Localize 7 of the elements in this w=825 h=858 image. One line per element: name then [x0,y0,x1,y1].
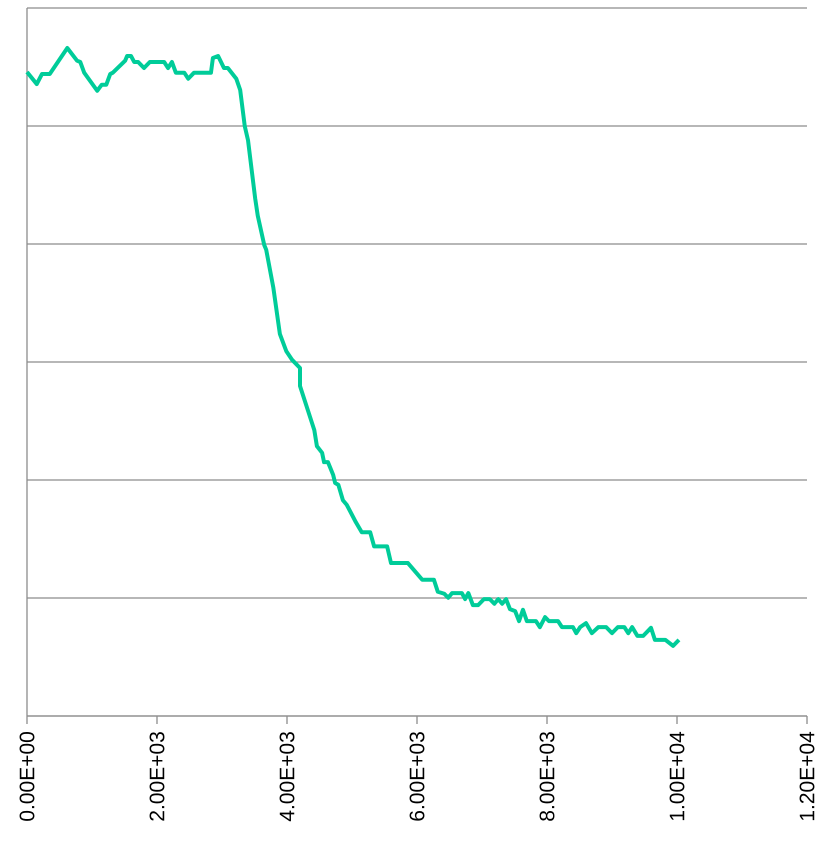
x-tick-label: 8.00E+03 [540,732,554,821]
x-tick-label: 0.00E+00 [20,732,34,821]
x-tick-label: 2.00E+03 [150,732,164,821]
x-tick-label: 6.00E+03 [410,732,424,821]
x-tick-label: 4.00E+03 [280,732,294,822]
x-tick-label: 1.20E+04 [800,732,814,820]
x-tick-label: 1.00E+04 [670,732,684,820]
